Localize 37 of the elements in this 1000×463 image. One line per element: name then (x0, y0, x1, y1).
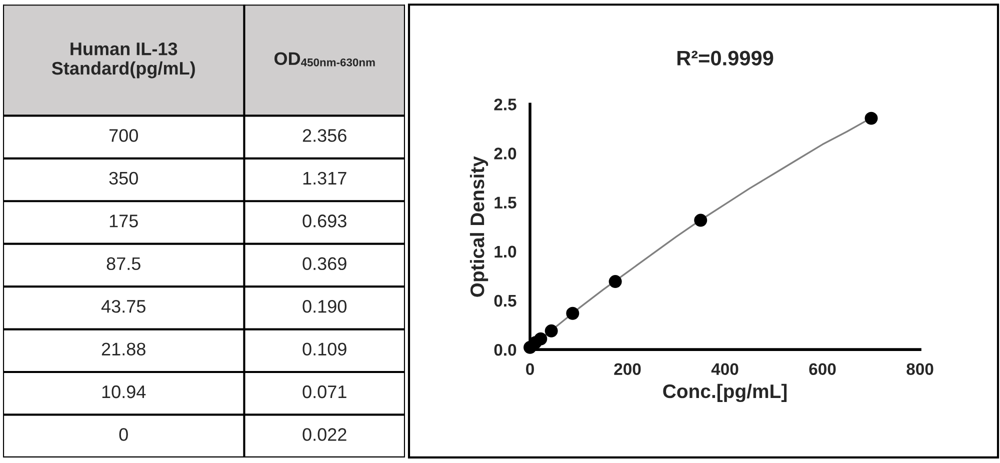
point (608, 275, 622, 288)
x-tick-label: 0 (526, 363, 534, 375)
text: Human IL-13 Standard(pg/mL) (52, 42, 195, 78)
x-tick-label: 400 (711, 363, 738, 375)
x-axis-title: Conc.[pg/mL] (663, 384, 787, 402)
y-tick-label: 0.5 (494, 294, 516, 307)
text: 0.071 (302, 385, 346, 398)
text: 87.5 (106, 257, 140, 270)
text: 700 (109, 129, 138, 142)
text: 2.356 (302, 129, 346, 142)
x-tick-label: 800 (906, 363, 934, 375)
text: 10.94 (102, 385, 146, 398)
y-tick-label: 2.5 (494, 98, 516, 110)
chart-title: R²=0.9999 (677, 50, 774, 66)
point (544, 324, 558, 338)
text: 0.022 (302, 428, 346, 441)
x-tick-label: 200 (614, 363, 641, 375)
text: 0.369 (302, 257, 346, 270)
text: 0 (119, 428, 128, 441)
point (566, 306, 580, 320)
text: 0.190 (302, 300, 346, 313)
y-axis-title: Optical Density (470, 156, 488, 297)
text: 175 (110, 214, 138, 228)
y-tick-label: 1.0 (494, 246, 516, 258)
text: 0.693 (302, 214, 346, 228)
text: 43.75 (101, 300, 146, 313)
text: 21.88 (102, 342, 146, 356)
y-tick-label: 2.0 (494, 148, 516, 160)
point (864, 112, 878, 125)
text: 0.109 (302, 342, 346, 356)
point (524, 340, 536, 354)
x-tick-label: 600 (809, 363, 836, 375)
text: 1.317 (303, 172, 346, 185)
text: 350 (109, 172, 138, 185)
y-tick-label: 1.5 (494, 196, 516, 209)
y-tick-label: 0.0 (494, 344, 516, 356)
point (694, 214, 708, 227)
